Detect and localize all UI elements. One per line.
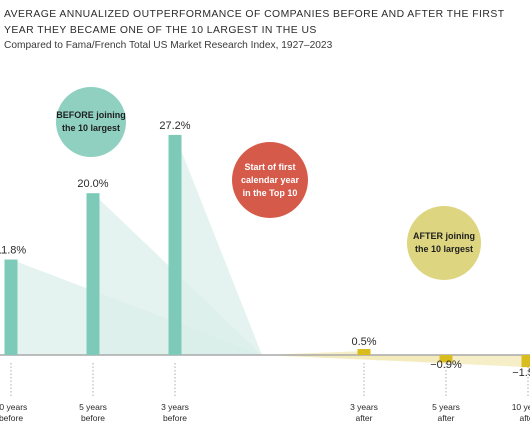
bar-6 bbox=[521, 355, 530, 368]
start-bubble-line2: calendar year bbox=[241, 175, 300, 185]
bar-2 bbox=[86, 193, 100, 355]
before-bubble-circle bbox=[56, 87, 126, 157]
start-bubble-line3: in the Top 10 bbox=[243, 188, 298, 198]
x-tick-label-4-2: after bbox=[355, 413, 372, 423]
before-bubble-line2: the 10 largest bbox=[62, 123, 120, 133]
start-bubble-line1: Start of first bbox=[244, 162, 295, 172]
x-tick-label-3-2: before bbox=[163, 413, 187, 423]
data-label-3: 27.2% bbox=[159, 120, 190, 132]
x-tick-label-6-2: after bbox=[519, 413, 530, 423]
data-label-6: −1.5% bbox=[512, 367, 530, 379]
x-tick-label-5-1: 5 years bbox=[432, 402, 460, 412]
data-label-5: −0.9% bbox=[430, 359, 462, 371]
bar-layer bbox=[4, 134, 530, 368]
x-tick-label-1-1: 10 years bbox=[0, 402, 27, 412]
after-bubble-line2: the 10 largest bbox=[415, 244, 473, 254]
x-tick-label-2-1: 5 years bbox=[79, 402, 107, 412]
bar-1 bbox=[4, 259, 18, 355]
data-label-1: 11.8% bbox=[0, 245, 26, 257]
fan-wedge-1 bbox=[11, 259, 262, 355]
bar-3 bbox=[168, 134, 182, 355]
chart-title: AVERAGE ANNUALIZED OUTPERFORMANCE OF COM… bbox=[4, 9, 505, 36]
data-label-2: 20.0% bbox=[77, 178, 108, 190]
before-bubble-line1: BEFORE joining bbox=[56, 110, 126, 120]
bar-4 bbox=[357, 349, 371, 355]
x-tick-label-5-2: after bbox=[437, 413, 454, 423]
before-bubble: BEFORE joining the 10 largest bbox=[56, 87, 126, 157]
fan-wedge-6 bbox=[262, 355, 528, 368]
bar-5 bbox=[439, 355, 453, 363]
x-tick-label-1-2: before bbox=[0, 413, 23, 423]
x-tick-label-6-1: 10 years bbox=[512, 402, 530, 412]
after-bubble-circle bbox=[407, 206, 481, 280]
data-label-layer: 11.8% 20.0% 27.2% 0.5% −0.9% −1.5% bbox=[0, 120, 530, 379]
after-bubble-line1: AFTER joining bbox=[413, 231, 475, 241]
fan-wedge-3 bbox=[175, 134, 262, 355]
tick-layer bbox=[10, 363, 529, 398]
fan-wedge-4 bbox=[262, 350, 364, 355]
x-tick-label-4-1: 3 years bbox=[350, 402, 378, 412]
start-bubble-circle bbox=[232, 142, 308, 218]
chart-subtitle: Compared to Fama/French Total US Market … bbox=[4, 40, 333, 51]
x-tick-label-2-2: before bbox=[81, 413, 105, 423]
after-bubble: AFTER joining the 10 largest bbox=[407, 206, 481, 280]
x-tick-label-3-1: 3 years bbox=[161, 402, 189, 412]
data-label-4: 0.5% bbox=[351, 336, 376, 348]
start-bubble: Start of first calendar year in the Top … bbox=[232, 142, 308, 218]
